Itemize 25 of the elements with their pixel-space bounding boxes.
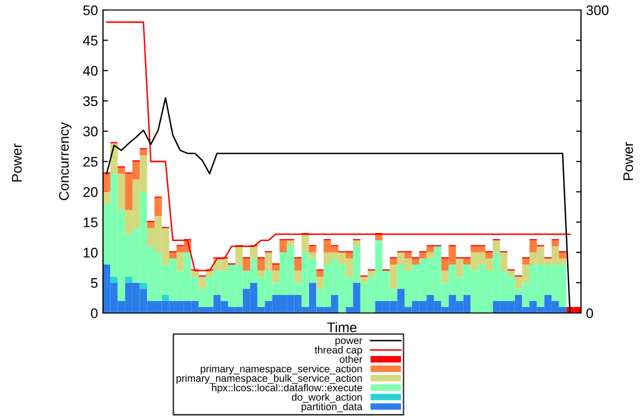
legend-label: other (340, 356, 362, 363)
text: Power (12, 144, 22, 182)
y-tick-label: 10 (84, 248, 98, 258)
y-tick-label: 35 (83, 96, 98, 106)
y-axis-title: Concurrency (59, 122, 72, 200)
legend-label: thread cap (314, 346, 362, 356)
y-tick-label: 45 (83, 36, 98, 46)
y-tick-label: 0 (90, 308, 98, 318)
y-tick-label: 40 (83, 66, 98, 76)
legend-label: hpx::lcos::local::dataflow::execute (212, 384, 362, 394)
y2-tick-label: 0 (586, 308, 594, 318)
y-tick-label: 15 (84, 218, 98, 228)
y-tick-label: 25 (83, 156, 98, 167)
legend-label: primary_namespace_bulk_service_action (176, 374, 362, 384)
legend-label: do_work_action (292, 393, 362, 403)
legend-label: primary_namespace_service_action (200, 364, 362, 374)
y2-axis-title: Power (623, 142, 634, 180)
y-tick-label: 50 (83, 5, 98, 16)
y2-tick-label: 300 (586, 5, 608, 16)
x-axis-title: Time (327, 322, 357, 332)
y-tick-label: 20 (83, 187, 98, 197)
y-tick-label: 30 (83, 126, 98, 136)
y-tick-label: 5 (90, 278, 98, 288)
legend-label: partition_data (302, 402, 362, 412)
legend-label: power (335, 338, 362, 346)
